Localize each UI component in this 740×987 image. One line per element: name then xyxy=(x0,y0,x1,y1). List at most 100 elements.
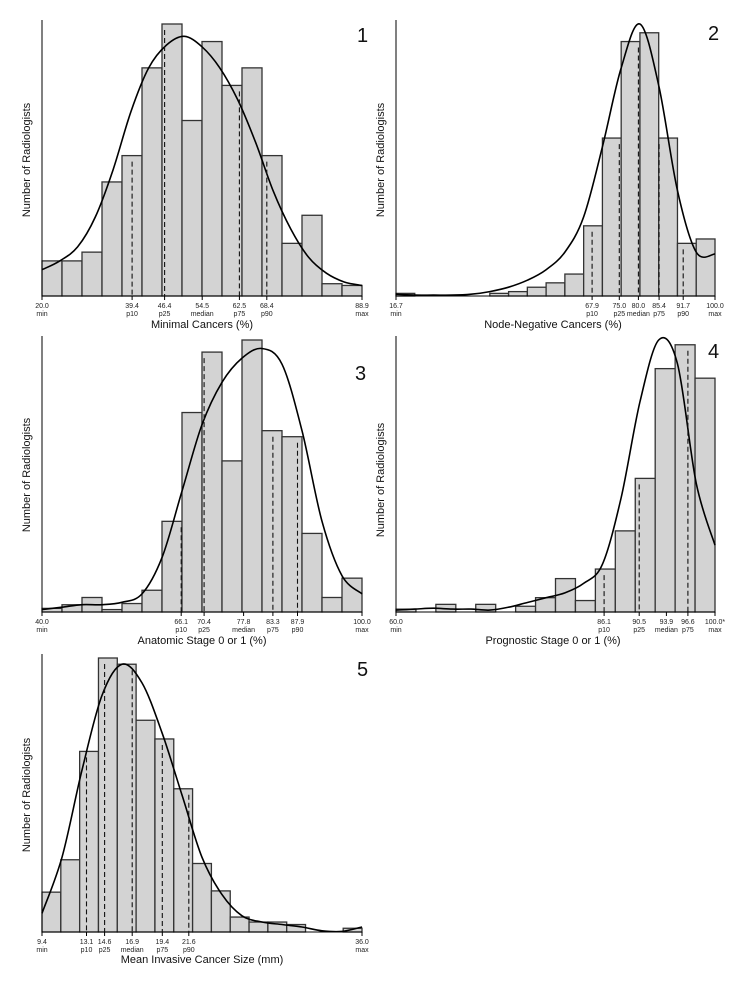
density-curve xyxy=(395,336,716,611)
x-tick-label: 100.0 xyxy=(706,303,724,310)
x-tick-label: 100.0* xyxy=(705,619,726,626)
x-tick-sublabel: min xyxy=(390,311,401,318)
histogram-bar xyxy=(620,40,641,297)
x-tick-sublabel: p75 xyxy=(653,311,665,318)
x-tick-label: 16.9 xyxy=(125,939,139,946)
x-tick-sublabel: p75 xyxy=(234,311,246,318)
panel-number: 5 xyxy=(357,659,368,681)
x-tick-sublabel: p10 xyxy=(81,947,93,954)
x-axis-label: Anatomic Stage 0 or 1 (%) xyxy=(137,635,266,647)
x-tick-label: 88.9 xyxy=(355,303,369,310)
x-tick-label: 20.0 xyxy=(35,303,49,310)
x-axis-label: Node-Negative Cancers (%) xyxy=(484,319,622,331)
x-tick-sublabel: min xyxy=(36,627,47,634)
x-tick-label: 70.4 xyxy=(197,619,211,626)
histogram-bar xyxy=(101,181,123,297)
histogram-bar xyxy=(281,242,303,297)
histogram-bar xyxy=(654,367,676,613)
panel-number: 3 xyxy=(355,363,366,385)
panel-4: 4 Number of Radiologists Prognostic Stag… xyxy=(375,336,725,647)
x-tick-sublabel: p25 xyxy=(613,311,625,318)
x-tick-label: 60.0 xyxy=(389,619,403,626)
histogram-bar xyxy=(81,251,103,297)
histogram-bar xyxy=(321,596,343,613)
histogram-bar xyxy=(41,260,63,297)
histogram-bar xyxy=(694,377,716,613)
x-tick-sublabel: median xyxy=(627,311,650,318)
histogram-bar xyxy=(181,119,203,297)
panel-1: 1 Number of Radiologists Minimal Cancers… xyxy=(21,20,369,331)
histogram-bar xyxy=(154,738,175,933)
x-tick-label: 87.9 xyxy=(291,619,305,626)
panel-number: 2 xyxy=(708,23,719,45)
histogram-bar xyxy=(261,430,283,613)
x-tick-label: 96.6 xyxy=(681,619,695,626)
histogram-bar xyxy=(545,282,566,297)
x-tick-sublabel: max xyxy=(708,627,722,634)
x-tick-sublabel: max xyxy=(355,947,369,954)
x-tick-label: 40.0 xyxy=(35,619,49,626)
x-tick-sublabel: p75 xyxy=(156,947,168,954)
density-curve xyxy=(395,23,716,296)
x-tick-sublabel: min xyxy=(36,947,47,954)
histogram-bar xyxy=(601,137,622,297)
histogram-bar xyxy=(201,40,223,297)
y-axis-label: Number of Radiologists xyxy=(21,417,33,532)
histogram-bar xyxy=(248,921,269,933)
histogram-bar xyxy=(594,568,616,613)
histogram-bar xyxy=(634,477,656,613)
x-tick-label: 21.6 xyxy=(182,939,196,946)
x-tick-label: 46.4 xyxy=(158,303,172,310)
y-axis-label: Number of Radiologists xyxy=(21,102,33,217)
x-tick-label: 93.9 xyxy=(660,619,674,626)
x-tick-sublabel: p90 xyxy=(183,947,195,954)
histogram-bar xyxy=(79,750,100,933)
panel-3: 3 Number of Radiologists Anatomic Stage … xyxy=(21,336,371,647)
x-tick-sublabel: max xyxy=(355,627,369,634)
x-tick-sublabel: p10 xyxy=(175,627,187,634)
histogram-bar xyxy=(121,602,143,613)
x-tick-sublabel: min xyxy=(390,627,401,634)
x-tick-label: 67.9 xyxy=(585,303,599,310)
density-curve xyxy=(41,663,363,933)
x-tick-label: 54.5 xyxy=(195,303,209,310)
x-tick-sublabel: p90 xyxy=(261,311,273,318)
histogram-bar xyxy=(341,284,363,297)
histogram-bar xyxy=(583,225,604,297)
x-tick-sublabel: max xyxy=(355,311,369,318)
x-tick-sublabel: p25 xyxy=(159,311,171,318)
histogram-bar xyxy=(261,154,283,297)
histogram-bar xyxy=(507,290,528,297)
x-tick-sublabel: min xyxy=(36,311,47,318)
x-tick-label: 68.4 xyxy=(260,303,274,310)
x-tick-sublabel: p25 xyxy=(198,627,210,634)
x-tick-label: 90.5 xyxy=(632,619,646,626)
x-tick-sublabel: p75 xyxy=(682,627,694,634)
x-axis-label: Mean Invasive Cancer Size (mm) xyxy=(121,954,284,966)
histogram-bar xyxy=(135,719,156,933)
histogram-bar xyxy=(526,286,547,297)
panel-number: 4 xyxy=(708,341,719,363)
histogram-bar xyxy=(241,339,263,613)
histogram-bar xyxy=(614,530,636,613)
histogram-bar xyxy=(676,242,697,297)
x-tick-label: 85.4 xyxy=(652,303,666,310)
x-tick-sublabel: max xyxy=(708,311,722,318)
x-axis-label: Minimal Cancers (%) xyxy=(151,319,253,331)
x-tick-sublabel: p25 xyxy=(633,627,645,634)
histogram-bar xyxy=(210,890,231,933)
x-tick-label: 77.8 xyxy=(237,619,251,626)
x-tick-sublabel: p90 xyxy=(677,311,689,318)
x-tick-label: 100.0 xyxy=(353,619,371,626)
histogram-bar xyxy=(201,351,223,613)
x-tick-label: 80.0 xyxy=(632,303,646,310)
x-axis-label: Prognostic Stage 0 or 1 (%) xyxy=(485,635,620,647)
x-tick-label: 75.0 xyxy=(612,303,626,310)
histogram-bar xyxy=(301,214,323,297)
x-tick-sublabel: median xyxy=(232,627,255,634)
x-tick-label: 19.4 xyxy=(155,939,169,946)
y-axis-label: Number of Radiologists xyxy=(375,102,387,217)
x-tick-label: 13.1 xyxy=(80,939,94,946)
x-tick-label: 36.0 xyxy=(355,939,369,946)
